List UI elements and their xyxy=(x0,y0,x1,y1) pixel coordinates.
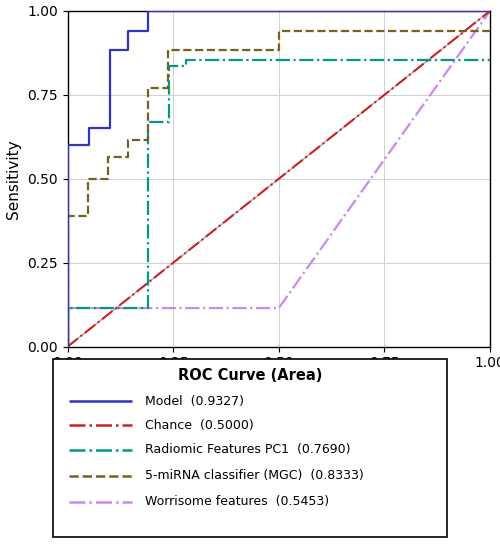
Text: ROC Curve (Area): ROC Curve (Area) xyxy=(178,368,322,383)
X-axis label: 1 - Specificity: 1 - Specificity xyxy=(227,376,331,391)
Text: 5-miRNA classifier (MGC)  (0.8333): 5-miRNA classifier (MGC) (0.8333) xyxy=(145,469,364,482)
Text: Radiomic Features PC1  (0.7690): Radiomic Features PC1 (0.7690) xyxy=(145,443,350,456)
Text: Model  (0.9327): Model (0.9327) xyxy=(145,395,244,408)
FancyBboxPatch shape xyxy=(52,359,448,537)
Y-axis label: Sensitivity: Sensitivity xyxy=(6,139,22,218)
Text: Chance  (0.5000): Chance (0.5000) xyxy=(145,419,254,432)
Text: Worrisome features  (0.5453): Worrisome features (0.5453) xyxy=(145,495,329,508)
